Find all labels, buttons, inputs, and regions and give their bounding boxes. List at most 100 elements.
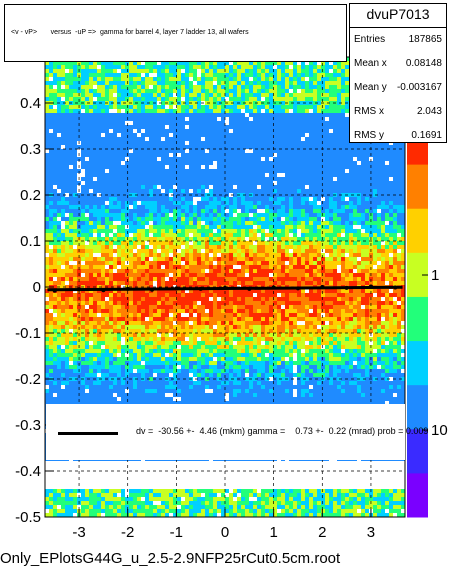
heatmap-cell <box>197 97 201 101</box>
heatmap-cell <box>137 205 141 209</box>
heatmap-cell <box>329 177 333 181</box>
heatmap-cell <box>197 205 201 209</box>
heatmap-cell <box>53 241 57 245</box>
heatmap-cell <box>121 117 125 121</box>
heatmap-cell <box>137 209 141 213</box>
heatmap-cell <box>101 185 105 189</box>
heatmap-cell <box>153 249 157 253</box>
heatmap-cell <box>45 113 49 117</box>
heatmap-cell <box>141 213 145 217</box>
heatmap-cell <box>277 85 281 89</box>
heatmap-cell <box>129 165 133 169</box>
heatmap-cell <box>53 65 57 69</box>
heatmap-cell <box>157 289 161 293</box>
heatmap-cell <box>341 265 345 269</box>
heatmap-cell <box>185 161 189 165</box>
heatmap-cell <box>277 185 281 189</box>
heatmap-cell <box>185 273 189 277</box>
heatmap-cell <box>65 97 69 101</box>
heatmap-cell <box>341 237 345 241</box>
heatmap-cell <box>309 105 313 109</box>
heatmap-cell <box>281 101 285 105</box>
heatmap-cell <box>253 249 257 253</box>
heatmap-cell <box>213 77 217 81</box>
heatmap-cell <box>201 69 205 73</box>
heatmap-cell <box>333 173 337 177</box>
heatmap-cell <box>177 109 181 113</box>
heatmap-cell <box>313 197 317 201</box>
heatmap-cell <box>189 249 193 253</box>
heatmap-cell <box>325 81 329 85</box>
heatmap-cell <box>141 97 145 101</box>
heatmap-cell <box>57 233 61 237</box>
heatmap-cell <box>353 281 357 285</box>
heatmap-cell <box>109 145 113 149</box>
heatmap-cell <box>201 169 205 173</box>
heatmap-cell <box>385 145 389 149</box>
heatmap-cell <box>361 265 365 269</box>
heatmap-cell <box>49 161 53 165</box>
heatmap-cell <box>269 117 273 121</box>
heatmap-cell <box>193 265 197 269</box>
heatmap-cell <box>269 253 273 257</box>
heatmap-cell <box>221 237 225 241</box>
heatmap-cell <box>93 225 97 229</box>
heatmap-cell <box>217 197 221 201</box>
heatmap-cell <box>237 217 241 221</box>
heatmap-cell <box>329 141 333 145</box>
heatmap-cell <box>301 165 305 169</box>
heatmap-cell <box>121 137 125 141</box>
heatmap-cell <box>45 169 49 173</box>
heatmap-cell <box>121 277 125 281</box>
heatmap-cell <box>93 121 97 125</box>
heatmap-cell <box>69 221 73 225</box>
heatmap-cell <box>329 209 333 213</box>
heatmap-cell <box>245 277 249 281</box>
heatmap-cell <box>293 217 297 221</box>
heatmap-cell <box>181 189 185 193</box>
heatmap-cell <box>301 169 305 173</box>
heatmap-cell <box>113 181 117 185</box>
heatmap-cell <box>269 97 273 101</box>
heatmap-cell <box>225 221 229 225</box>
heatmap-cell <box>97 277 101 281</box>
heatmap-cell <box>241 117 245 121</box>
heatmap-cell <box>349 237 353 241</box>
heatmap-cell <box>305 117 309 121</box>
heatmap-cell <box>137 265 141 269</box>
heatmap-cell <box>305 93 309 97</box>
heatmap-cell <box>257 109 261 113</box>
heatmap-cell <box>189 113 193 117</box>
heatmap-cell <box>309 213 313 217</box>
heatmap-cell <box>145 61 149 65</box>
heatmap-cell <box>65 141 69 145</box>
heatmap-cell <box>397 165 401 169</box>
heatmap-cell <box>393 161 397 165</box>
heatmap-cell <box>165 149 169 153</box>
heatmap-cell <box>189 185 193 189</box>
heatmap-cell <box>233 225 237 229</box>
heatmap-cell <box>165 153 169 157</box>
heatmap-cell <box>381 225 385 229</box>
heatmap-cell <box>317 161 321 165</box>
heatmap-cell <box>125 93 129 97</box>
heatmap-cell <box>365 149 369 153</box>
heatmap-cell <box>401 261 405 265</box>
heatmap-cell <box>325 229 329 233</box>
heatmap-cell <box>221 281 225 285</box>
heatmap-cell <box>61 205 65 209</box>
heatmap-cell <box>53 273 57 277</box>
heatmap-cell <box>105 137 109 141</box>
heatmap-cell <box>245 69 249 73</box>
heatmap-cell <box>337 89 341 93</box>
heatmap-cell <box>309 217 313 221</box>
heatmap-cell <box>109 261 113 265</box>
heatmap-cell <box>173 237 177 241</box>
heatmap-cell <box>341 197 345 201</box>
heatmap-cell <box>165 161 169 165</box>
heatmap-cell <box>149 153 153 157</box>
heatmap-cell <box>237 289 241 293</box>
heatmap-cell <box>289 169 293 173</box>
heatmap-cell <box>173 117 177 121</box>
heatmap-cell <box>201 269 205 273</box>
